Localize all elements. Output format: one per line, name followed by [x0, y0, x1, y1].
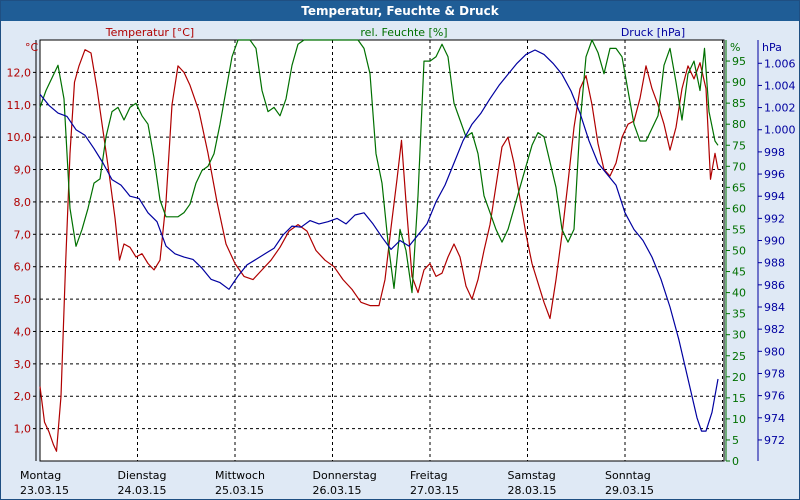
humidity-tick-label: 65 [732, 181, 746, 194]
humidity-tick-label: 60 [732, 202, 746, 215]
x-day-label: Sonntag [605, 469, 651, 482]
humidity-unit: % [730, 41, 740, 54]
pressure-tick-label: 988 [764, 257, 785, 270]
temperature-tick-label: 2,0 [14, 390, 32, 403]
pressure-tick-label: 972 [764, 434, 785, 447]
temperature-tick-label: 5,0 [14, 293, 32, 306]
series-lines [39, 39, 719, 452]
series-line-humidity [39, 39, 719, 294]
pressure-tick-label: 996 [764, 168, 785, 181]
humidity-tick-label: 85 [732, 97, 746, 110]
humidity-tick-label: 0 [732, 455, 739, 468]
pressure-tick-label: 982 [764, 323, 785, 336]
humidity-tick-label: 10 [732, 413, 746, 426]
x-date-label: 28.03.15 [508, 484, 557, 497]
temperature-tick-label: 7,0 [14, 228, 32, 241]
pressure-tick-label: 978 [764, 367, 785, 380]
pressure-tick-label: 990 [764, 235, 785, 248]
x-day-label: Samstag [508, 469, 556, 482]
temperature-tick-label: 12,0 [7, 66, 32, 79]
pressure-tick-label: 986 [764, 279, 785, 292]
pressure-tick-label: 1.006 [764, 57, 796, 70]
x-date-label: 26.03.15 [313, 484, 362, 497]
pressure-unit: hPa [762, 41, 782, 54]
pressure-tick-label: 1.002 [764, 102, 796, 115]
humidity-tick-label: 45 [732, 266, 746, 279]
pressure-axis-title: Druck [hPa] [621, 26, 685, 39]
pressure-tick-label: 980 [764, 345, 785, 358]
temperature-tick-label: 9,0 [14, 164, 32, 177]
x-date-label: 29.03.15 [605, 484, 654, 497]
pressure-tick-label: 1.000 [764, 124, 796, 137]
humidity-tick-label: 70 [732, 160, 746, 173]
humidity-tick-label: 75 [732, 139, 746, 152]
temperature-tick-label: 11,0 [7, 99, 32, 112]
temperature-tick-label: 4,0 [14, 325, 32, 338]
temperature-tick-label: 6,0 [14, 261, 32, 274]
temperature-tick-label: 10,0 [7, 131, 32, 144]
grid-lines [40, 39, 724, 461]
humidity-tick-label: 35 [732, 308, 746, 321]
pressure-tick-label: 976 [764, 390, 785, 403]
humidity-tick-label: 5 [732, 434, 739, 447]
axes [33, 40, 762, 462]
humidity-tick-label: 15 [732, 392, 746, 405]
temperature-axis-title: Temperatur [°C] [105, 26, 194, 39]
pressure-tick-label: 1.004 [764, 79, 796, 92]
series-line-pressure [39, 49, 719, 432]
temperature-tick-label: 3,0 [14, 358, 32, 371]
pressure-tick-label: 998 [764, 146, 785, 159]
plot-area [39, 39, 725, 462]
x-date-label: 25.03.15 [215, 484, 264, 497]
pressure-tick-label: 974 [764, 412, 785, 425]
humidity-tick-label: 30 [732, 329, 746, 342]
x-date-label: 23.03.15 [20, 484, 69, 497]
temperature-tick-label: 1,0 [14, 423, 32, 436]
temperature-unit: °C [25, 41, 39, 54]
x-day-label: Freitag [410, 469, 448, 482]
humidity-tick-label: 40 [732, 287, 746, 300]
x-date-label: 24.03.15 [118, 484, 167, 497]
humidity-axis-title: rel. Feuchte [%] [360, 26, 447, 39]
temperature-tick-label: 8,0 [14, 196, 32, 209]
humidity-tick-label: 80 [732, 118, 746, 131]
pressure-tick-label: 984 [764, 301, 785, 314]
humidity-tick-label: 25 [732, 350, 746, 363]
pressure-tick-label: 992 [764, 212, 785, 225]
pressure-tick-label: 994 [764, 190, 785, 203]
x-day-label: Dienstag [118, 469, 167, 482]
humidity-tick-label: 55 [732, 223, 746, 236]
window-title: Temperatur, Feuchte & Druck [1, 1, 799, 21]
x-day-label: Mittwoch [215, 469, 265, 482]
humidity-tick-label: 50 [732, 245, 746, 258]
x-date-label: 27.03.15 [410, 484, 459, 497]
x-day-label: Donnerstag [313, 469, 377, 482]
humidity-tick-label: 90 [732, 76, 746, 89]
humidity-tick-label: 95 [732, 55, 746, 68]
humidity-tick-label: 20 [732, 371, 746, 384]
axis-labels: 1,0 2,0 3,0 4,0 5,0 6,0 7,0 8,0 9,0 10,0 11,0 12,0 0… [7, 26, 796, 497]
series-line-temperature [39, 49, 719, 452]
x-day-label: Montag [20, 469, 61, 482]
